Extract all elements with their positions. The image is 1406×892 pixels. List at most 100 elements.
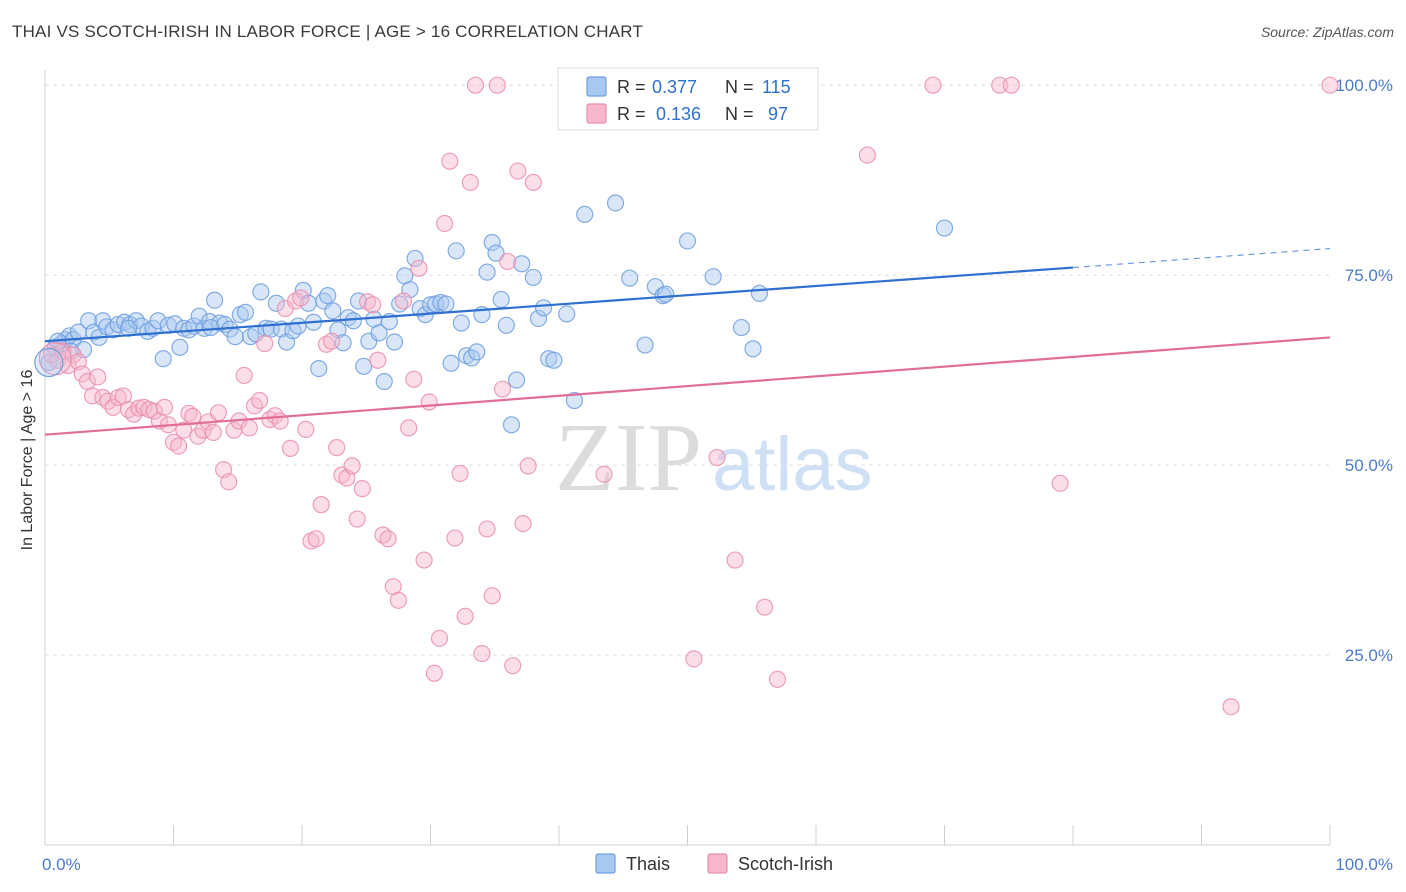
thais-point (452, 314, 470, 332)
legend-swatch-scotch-irish (586, 103, 607, 124)
thais-point (324, 302, 342, 320)
scotch-irish-point (478, 520, 496, 538)
scotch-irish-point (924, 76, 942, 94)
legend-r-label: R = (617, 77, 646, 97)
scotch-irish-point (461, 173, 479, 192)
thais-point (267, 294, 285, 312)
thais-point (513, 255, 531, 273)
trend-lines (44, 247, 1331, 436)
scotch-irish-point (240, 419, 258, 437)
scotch-irish-point (514, 515, 532, 533)
thais-point (385, 333, 404, 351)
thais-point (242, 328, 260, 346)
legend-r-label: R = (617, 104, 646, 124)
bottom-legend: Thais Scotch-Irish (595, 853, 833, 874)
scotch-irish-point (1321, 76, 1339, 94)
thais-point (483, 233, 501, 252)
scotch-irish-point (348, 510, 366, 528)
legend-n-label: N = (725, 77, 754, 97)
thais-point (447, 242, 465, 260)
legend-n-value: 97 (768, 104, 788, 124)
thais-point (355, 357, 373, 375)
thais-point (319, 287, 337, 305)
thais-point (85, 323, 103, 341)
scotch-irish-point (405, 370, 423, 388)
scotch-irish-point (328, 439, 346, 457)
y-tick-label: 50.0% (1345, 456, 1393, 475)
thais-point (406, 249, 424, 268)
thais-point (750, 284, 769, 302)
scotch-irish-trend-line (44, 336, 1331, 436)
thais-point (497, 316, 515, 334)
scotch-irish-point (446, 529, 464, 547)
scotch-irish-point (415, 551, 433, 569)
legend-swatch-scotch-irish (707, 853, 728, 874)
thais-point (289, 317, 307, 335)
thais-point (606, 194, 625, 212)
scotch-irish-point (369, 351, 387, 369)
scotch-irish-point (768, 670, 787, 688)
legend-r-value: 0.377 (652, 77, 697, 97)
thais-point (442, 354, 460, 372)
tick-labels: 25.0% 50.0% 75.0% 100.0% 0.0% 100.0% (42, 76, 1393, 874)
scotch-irish-point (519, 457, 537, 475)
scotch-irish-point (509, 162, 527, 180)
scotch-irish-point (504, 657, 522, 675)
thais-point (529, 309, 548, 328)
thais-point (154, 350, 172, 368)
legend-box: R = 0.377 N = 115 R = 0.136 N = 97 (557, 67, 819, 131)
scotch-irish-point (488, 76, 506, 94)
thais-point (202, 318, 220, 337)
thais-point (678, 232, 697, 250)
scotch-irish-point (297, 420, 315, 438)
scotch-irish-point (524, 173, 542, 192)
scotch-irish-point (441, 152, 459, 170)
thais-point (534, 299, 553, 317)
scotch-irish-point (322, 332, 341, 350)
thais-point (149, 312, 167, 330)
scotch-irish-point (286, 292, 305, 310)
thais-trend-extension (1072, 247, 1331, 269)
y-tick-label: 75.0% (1345, 266, 1393, 285)
watermark-zip: ZIP (555, 404, 702, 512)
thais-point (565, 391, 584, 410)
scotch-irish-point (343, 457, 361, 475)
thais-point (704, 268, 722, 286)
thais-point (935, 219, 954, 237)
legend-label-scotch-irish: Scotch-Irish (738, 854, 833, 874)
scotch-irish-point (425, 664, 443, 682)
thais-point (344, 312, 362, 330)
scotch-irish-point (420, 393, 438, 411)
scotch-irish-point (59, 356, 77, 375)
thais-point (744, 340, 762, 358)
legend-n-value: 115 (762, 77, 791, 97)
scotch-irish-point (394, 292, 413, 310)
scotch-irish-point (436, 214, 454, 233)
thais-point (349, 292, 368, 310)
scotch-irish-point (281, 439, 300, 457)
legend-label-thais: Thais (626, 854, 670, 874)
scotch-irish-point (209, 404, 228, 422)
thais-point (139, 322, 157, 340)
axes (44, 70, 1331, 846)
watermark: ZIP atlas (555, 404, 873, 512)
thais-point (252, 283, 270, 301)
scotch-irish-point (499, 252, 517, 271)
scotch-irish-point (430, 629, 449, 647)
y-tick-label: 25.0% (1345, 646, 1393, 665)
scotch-irish-point (451, 464, 469, 483)
thais-point (507, 371, 526, 389)
thais-point (621, 269, 639, 287)
scotch-irish-point (456, 607, 474, 625)
thais-trend-line (44, 266, 1074, 343)
thais-point (171, 338, 189, 356)
thais-point (478, 263, 496, 281)
scotch-irish-point (1222, 698, 1240, 716)
y-tick-label: 100.0% (1335, 76, 1393, 95)
thais-point (468, 343, 486, 361)
scotch-irish-point (410, 259, 428, 277)
legend-swatch-thais (595, 853, 616, 874)
scotch-irish-point (685, 650, 703, 668)
thais-point (545, 351, 563, 369)
scotch-irish-point (364, 296, 382, 314)
